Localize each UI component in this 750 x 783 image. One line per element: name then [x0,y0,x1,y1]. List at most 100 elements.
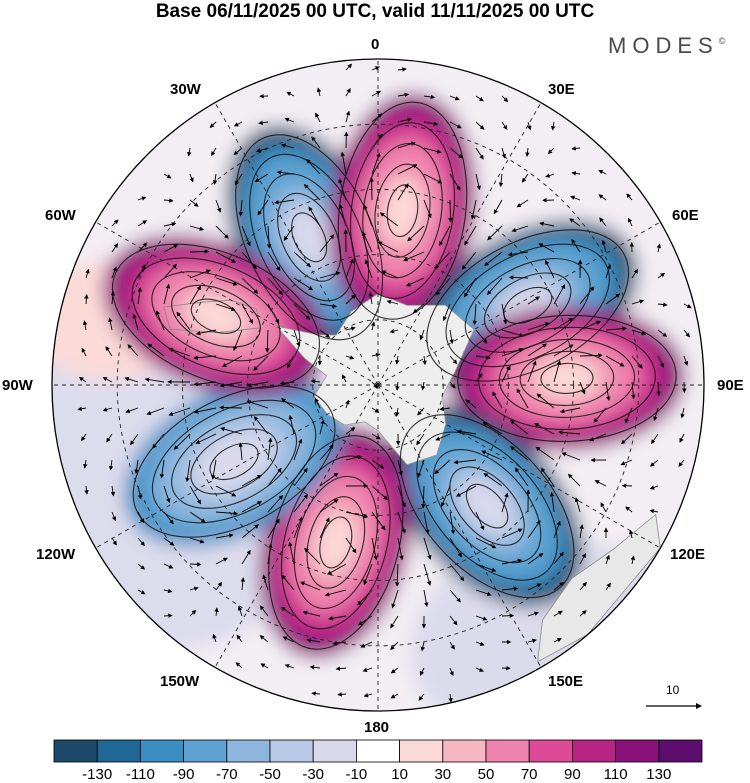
wind-arrow [397,164,418,175]
wind-arrow [254,173,269,182]
wind-arrow [434,459,451,475]
wind-arrow [571,171,581,176]
wind-arrow [189,285,201,305]
wind-arrow [553,520,561,539]
wind-arrow [345,511,369,519]
wind-arrow [569,218,581,227]
wind-arrow [238,199,244,217]
wind-arrow [262,574,269,591]
wind-arrow [125,407,139,414]
wind-arrow [163,173,172,179]
meridian-line [95,384,379,549]
map-border [51,58,705,712]
wind-arrow [111,266,117,279]
wind-arrow [176,311,191,331]
wind-arrow [600,502,607,513]
wind-arrow [311,136,321,149]
wind-arrow [195,329,217,336]
wind-arrow [657,272,666,279]
wind-arrow [106,433,113,443]
wind-arrow [345,294,356,305]
lon-label-180: 180 [364,719,390,736]
wind-arrow [475,121,485,130]
wind-arrow [137,537,145,547]
wind-arrow [266,225,272,249]
wind-arrow [137,287,143,305]
wind-arrow [124,376,139,383]
colorbar-tick-label: -10 [345,766,368,783]
wind-arrow [315,112,321,123]
wind-arrow [625,506,633,513]
wind-arrow [594,480,607,487]
wind-arrow [448,693,453,703]
wind-arrow [386,299,399,305]
wind-arrow [553,610,563,617]
wind-arrow [163,198,174,203]
meridian-line [95,221,379,386]
wind-arrow [364,259,373,279]
colorbar-swatch [399,739,444,763]
wind-arrow [421,485,426,509]
wind-arrow [267,251,281,272]
wind-arrow [538,243,555,253]
wind-arrow [246,381,269,388]
wind-arrow [527,121,532,131]
wind-arrow [127,344,139,357]
wind-arrow [527,322,550,331]
wind-arrow [423,147,442,154]
wind-arrow [309,665,321,670]
wind-arrow [293,303,311,320]
wind-arrow [137,485,143,500]
wind-arrow [501,347,524,357]
wind-arrow [527,583,542,591]
wind-arrow [215,277,238,286]
wind-arrow [449,121,462,129]
wind-arrow [222,355,243,367]
wind-arrow [493,199,503,215]
wind-arrow [83,459,88,469]
wind-arrow [288,414,295,435]
wind-arrow [449,589,461,603]
wind-arrow [211,147,217,157]
wind-arrow [267,467,282,487]
meridian-line [214,102,379,386]
wind-arrow [159,459,165,479]
wind-arrow [390,667,399,674]
colorbar-tick-label: -30 [302,766,325,783]
wind-arrow [395,407,400,417]
lon-label-0: 0 [371,36,380,53]
wind-arrow [371,407,380,413]
wind-arrow [679,433,685,443]
wind-arrow [449,511,456,535]
wind-arrow [371,459,385,469]
wind-arrow [319,472,339,487]
wind-arrow [163,511,174,525]
wind-arrow [545,259,555,279]
meridian-line [377,384,661,549]
wind-arrow [527,553,544,565]
colorbar-swatch [269,739,314,763]
colorbar-tick-label: -90 [172,766,195,783]
wind-arrow [605,264,612,279]
wind-arrow [423,537,432,560]
wind-arrow [653,407,659,422]
wind-arrow [536,393,555,409]
wind-arrow [422,355,427,366]
wind-arrow [212,173,218,185]
wind-arrow [163,244,179,253]
wind-arrow [137,196,147,201]
wind-arrow [215,485,237,497]
colorbar-tick-label: -70 [215,766,238,783]
wind-arrow [215,225,229,239]
wind-arrow [420,381,426,391]
wind-arrow [511,225,529,233]
wind-arrow [416,433,425,446]
wind-arrow [233,121,243,127]
wind-arrow [193,381,217,387]
wind-arrow [233,147,243,156]
wind-arrow [111,511,117,522]
wind-arrow [449,641,455,650]
wind-arrow [651,433,659,445]
wind-arrow [212,633,217,643]
wind-arrow [510,420,529,435]
